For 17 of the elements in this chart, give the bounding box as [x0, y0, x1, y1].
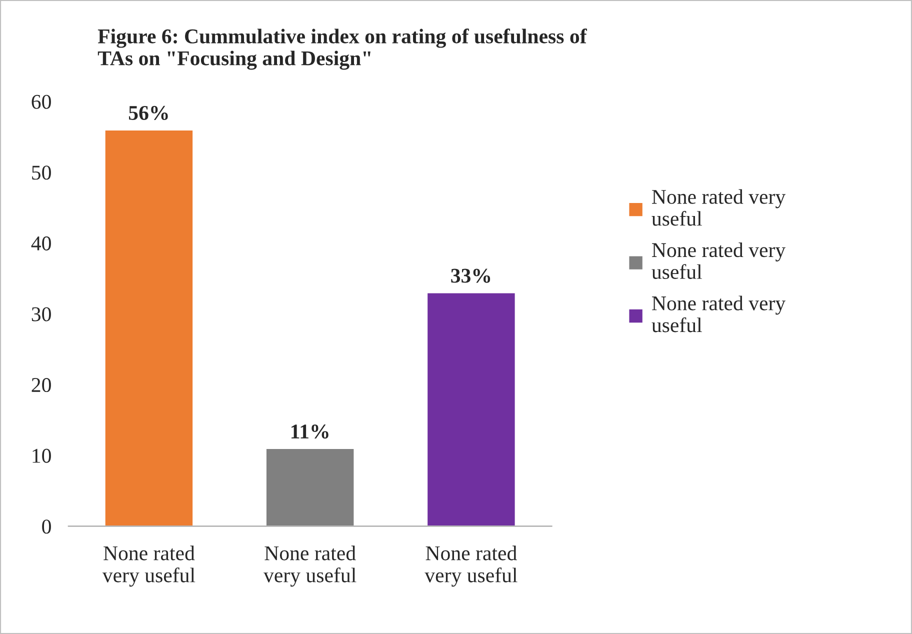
- chart-title: Figure 6: Cummulative index on rating of usefulness of TAs on "Focusing and Design": [98, 28, 588, 70]
- y-tick-label: 20: [32, 378, 51, 392]
- y-tick-label: 40: [31, 236, 51, 250]
- x-tick-label: None rated very useful: [424, 546, 518, 587]
- data-label: 11%: [291, 424, 328, 439]
- x-tick-label: None rated very useful: [102, 546, 196, 587]
- x-tick-label: None rated very useful: [264, 546, 356, 587]
- y-tick-label: 60: [32, 94, 51, 109]
- y-tick-label: 0: [42, 520, 51, 534]
- y-tick-label: 50: [32, 166, 51, 180]
- data-label: 56%: [128, 106, 168, 120]
- y-tick-label: 30: [32, 307, 51, 322]
- legend-label: None rated very useful: [652, 189, 786, 226]
- legend-label: None rated very useful: [652, 296, 786, 332]
- y-tick-label: 10: [32, 448, 51, 463]
- legend-label: None rated very useful: [652, 242, 786, 279]
- data-label: 33%: [451, 268, 490, 283]
